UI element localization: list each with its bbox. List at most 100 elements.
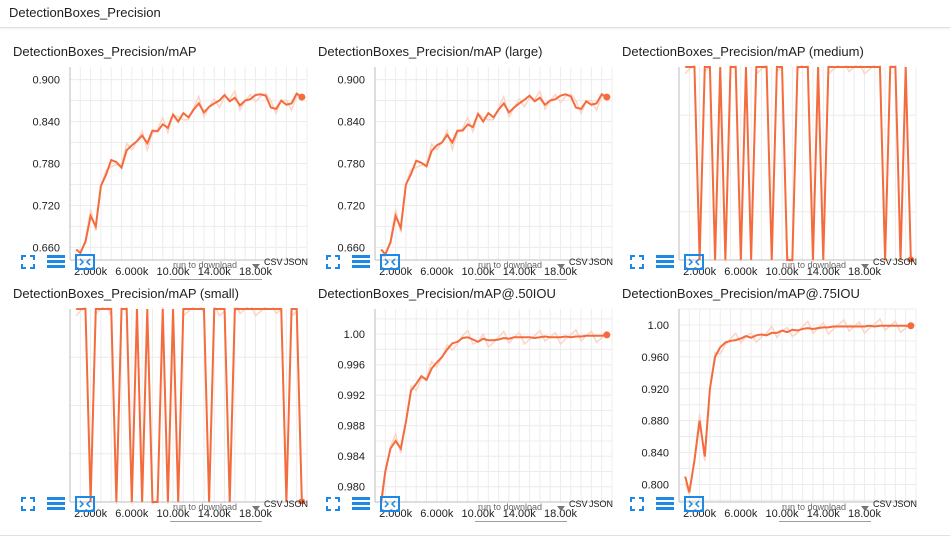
fit-domain-icon[interactable] xyxy=(684,496,704,517)
y-tick-label: 0.920 xyxy=(641,384,669,396)
x-tick-label: 18.00k xyxy=(239,508,273,520)
fullscreen-icon[interactable] xyxy=(630,255,644,274)
last-point-marker xyxy=(603,331,611,339)
download-placeholder: run to download xyxy=(478,260,543,270)
x-tick-label: 14.00k xyxy=(807,266,841,278)
raw-series-line xyxy=(75,307,303,504)
chart-card: DetectionBoxes_Precision/mAP (medium) 2.0… xyxy=(609,40,917,280)
y-tick-label: 1.00 xyxy=(344,329,365,341)
toggle-log-scale-icon[interactable] xyxy=(656,255,674,274)
chart-card: DetectionBoxes_Precision/mAP@.75IOU 2.000… xyxy=(609,282,917,522)
csv-link[interactable]: CSV xyxy=(569,257,588,267)
chart-card: DetectionBoxes_Precision/mAP (large) 2.00… xyxy=(305,40,613,280)
x-tick-label: 14.00k xyxy=(198,508,232,520)
csv-link[interactable]: CSV xyxy=(873,499,892,509)
y-tick-label: 0.996 xyxy=(337,360,365,372)
series-group xyxy=(75,307,306,504)
x-tick-label: 10.00k xyxy=(157,508,191,520)
line-chart: 2.000k 6.000k 10.00k 14.00k 18.00k0.9800.984… xyxy=(337,309,613,520)
csv-link[interactable]: CSV xyxy=(873,257,892,267)
y-tick-label: 0.960 xyxy=(641,352,669,364)
json-link[interactable]: JSON xyxy=(589,257,614,267)
chart-title: DetectionBoxes_Precision/mAP (medium) xyxy=(622,44,864,59)
line-chart: 2.000k 6.000k 10.00k 14.00k 18.00k0.6600.720… xyxy=(337,67,613,278)
csv-link[interactable]: CSV xyxy=(569,499,588,509)
chart-title: DetectionBoxes_Precision/mAP@.75IOU xyxy=(622,286,860,301)
smoothed-series-line xyxy=(380,92,608,257)
chart-title: DetectionBoxes_Precision/mAP (large) xyxy=(318,44,543,59)
json-link[interactable]: JSON xyxy=(893,499,918,509)
x-tick-label: 14.00k xyxy=(503,508,537,520)
csv-link[interactable]: CSV xyxy=(264,499,283,509)
last-point-marker xyxy=(907,322,915,330)
x-tick-label: 10.00k xyxy=(462,266,496,278)
y-tick-label: 1.00 xyxy=(648,320,669,332)
x-tick-label: 6.000k xyxy=(115,508,149,520)
y-tick-label: 0.984 xyxy=(337,451,365,463)
line-chart: 2.000k 6.000k 10.00k 14.00k 18.00k xyxy=(69,307,308,520)
toggle-log-scale-icon[interactable] xyxy=(352,497,370,516)
fit-domain-icon[interactable] xyxy=(75,496,95,517)
chevron-down-icon xyxy=(252,264,260,269)
series-group xyxy=(75,89,306,257)
chevron-down-icon xyxy=(861,506,869,511)
download-placeholder: run to download xyxy=(782,260,847,270)
download-placeholder: run to download xyxy=(478,502,543,512)
fit-domain-icon[interactable] xyxy=(380,254,400,275)
fullscreen-icon[interactable] xyxy=(326,497,340,516)
x-tick-label: 6.000k xyxy=(115,266,149,278)
chart-card: DetectionBoxes_Precision/mAP 2.000k 6.000k… xyxy=(0,40,308,280)
y-tick-label: 0.900 xyxy=(337,75,365,87)
x-tick-label: 14.00k xyxy=(807,508,841,520)
y-tick-label: 0.720 xyxy=(337,200,365,212)
y-tick-label: 0.980 xyxy=(337,482,365,494)
json-link[interactable]: JSON xyxy=(589,499,614,509)
fit-domain-icon[interactable] xyxy=(75,254,95,275)
x-tick-label: 6.000k xyxy=(420,266,454,278)
download-placeholder: run to download xyxy=(173,260,238,270)
run-group-header[interactable]: DetectionBoxes_Precision xyxy=(0,0,950,28)
y-tick-label: 0.840 xyxy=(641,448,669,460)
x-tick-label: 10.00k xyxy=(766,266,800,278)
select-underline xyxy=(170,521,262,522)
bottom-divider xyxy=(0,535,950,536)
x-tick-label: 18.00k xyxy=(848,508,882,520)
fit-domain-icon[interactable] xyxy=(684,254,704,275)
x-tick-label: 6.000k xyxy=(724,508,758,520)
x-tick-label: 18.00k xyxy=(544,508,578,520)
toggle-log-scale-icon[interactable] xyxy=(352,255,370,274)
series-group xyxy=(380,89,611,258)
json-link[interactable]: JSON xyxy=(284,499,309,509)
chart-title: DetectionBoxes_Precision/mAP (small) xyxy=(13,286,239,301)
download-placeholder: run to download xyxy=(173,502,238,512)
select-underline xyxy=(170,279,262,280)
fullscreen-icon[interactable] xyxy=(21,497,35,516)
select-underline xyxy=(475,521,567,522)
toggle-log-scale-icon[interactable] xyxy=(47,255,65,274)
smoothed-series-line xyxy=(684,324,911,493)
line-chart: 2.000k 6.000k 10.00k 14.00k 18.00k xyxy=(678,65,917,278)
series-group xyxy=(684,317,915,495)
csv-link[interactable]: CSV xyxy=(264,257,283,267)
x-tick-label: 10.00k xyxy=(462,508,496,520)
y-tick-label: 0.900 xyxy=(32,75,60,87)
fullscreen-icon[interactable] xyxy=(326,255,340,274)
fit-domain-icon[interactable] xyxy=(380,496,400,517)
toggle-log-scale-icon[interactable] xyxy=(47,497,65,516)
json-link[interactable]: JSON xyxy=(284,257,309,267)
y-tick-label: 0.840 xyxy=(32,117,60,129)
group-title: DetectionBoxes_Precision xyxy=(9,5,161,20)
toggle-log-scale-icon[interactable] xyxy=(656,497,674,516)
fullscreen-icon[interactable] xyxy=(21,255,35,274)
x-tick-label: 18.00k xyxy=(239,266,273,278)
x-tick-label: 6.000k xyxy=(724,266,758,278)
select-underline xyxy=(779,521,871,522)
y-tick-label: 0.660 xyxy=(32,242,60,254)
y-tick-label: 0.800 xyxy=(641,479,669,491)
download-placeholder: run to download xyxy=(782,502,847,512)
json-link[interactable]: JSON xyxy=(893,257,918,267)
fullscreen-icon[interactable] xyxy=(630,497,644,516)
chart-card: DetectionBoxes_Precision/mAP (small) 2.00… xyxy=(0,282,308,522)
smoothed-series-line xyxy=(76,308,303,503)
raw-series-line xyxy=(380,328,608,504)
